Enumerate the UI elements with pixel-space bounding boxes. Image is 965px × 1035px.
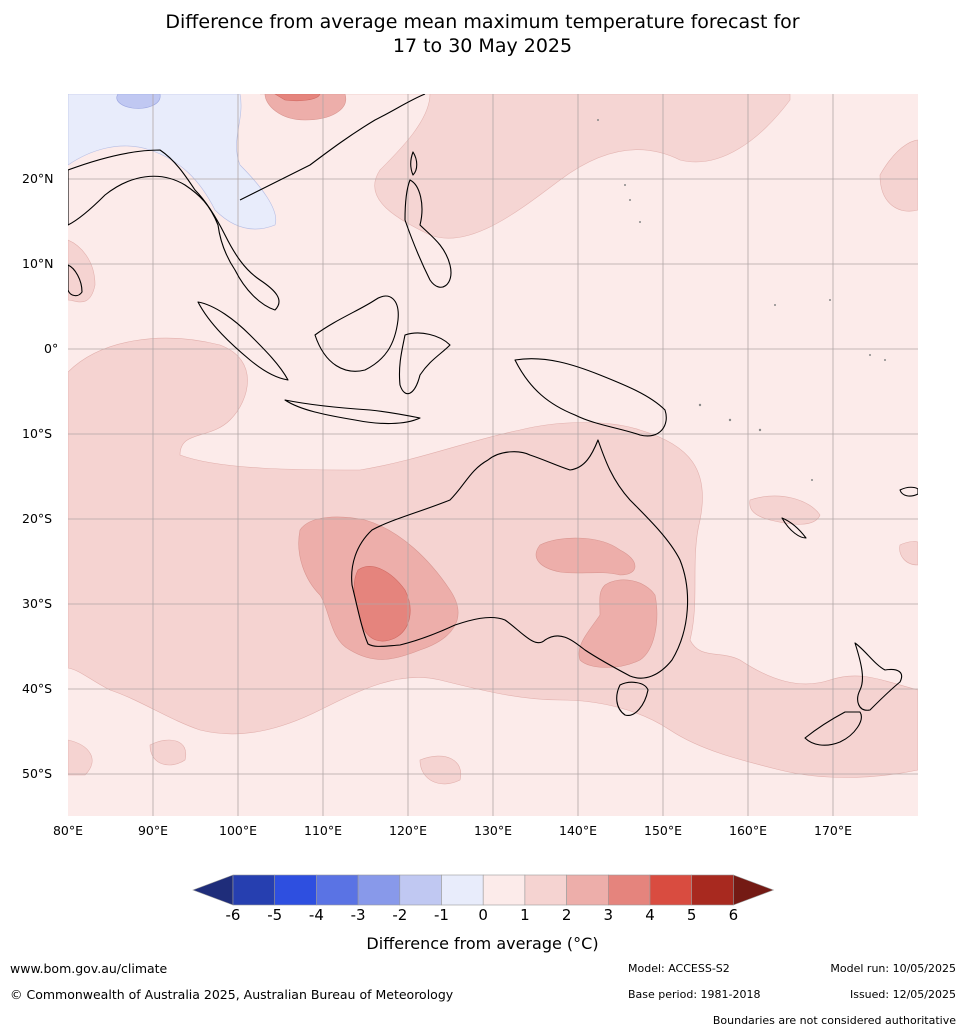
lon-label-110e: 110°E [303, 823, 343, 838]
base-period-text: Base period: 1981-2018 [628, 988, 761, 1001]
lon-label-120e: 120°E [388, 823, 428, 838]
lat-label-10n: 10°N [22, 256, 54, 271]
new-caledonia-coast [781, 517, 807, 539]
lat-label-50s: 50°S [22, 766, 53, 781]
map-title-line1: Difference from average mean maximum tem… [165, 11, 800, 33]
graticule [68, 94, 918, 816]
colour-bar-tick-label: -4 [308, 906, 324, 924]
disclaimer-text: Boundaries are not considered authoritat… [712, 1014, 956, 1027]
lon-label-170e: 170°E [813, 823, 853, 838]
java-coast [284, 399, 421, 425]
lon-label-100e: 100°E [218, 823, 258, 838]
lat-label-20n: 20°N [22, 171, 54, 186]
lon-label-90e: 90°E [137, 823, 169, 838]
colour-bar-tick-label: 4 [645, 906, 655, 924]
fiji-coast [899, 486, 918, 497]
colour-bar-tick-label: 1 [520, 906, 530, 924]
colour-bar-tick-label: 5 [686, 906, 697, 924]
sumatra-coast [197, 301, 289, 381]
colour-bar-cell [441, 874, 484, 906]
lon-label-140e: 140°E [558, 823, 598, 838]
lat-label-20s: 20°S [22, 511, 53, 526]
colour-bar-tick-label: 3 [603, 906, 614, 924]
lat-label-40s: 40°S [22, 681, 53, 696]
colour-bar-tick-label: 6 [728, 906, 739, 924]
lon-label-130e: 130°E [473, 823, 513, 838]
colour-bar-tick-label: 2 [561, 906, 572, 924]
australia-coast [351, 439, 689, 679]
colour-bar-cell [316, 874, 359, 906]
colour-bar-cell [399, 874, 442, 906]
philippines-coast [404, 179, 452, 288]
anomaly-zone-neg-1-0 [68, 94, 277, 230]
colour-bar-cell [649, 874, 693, 906]
model-text: Model: ACCESS-S2 [628, 962, 730, 975]
sri-lanka-coast [68, 264, 83, 297]
colour-bar-tick-label: -5 [267, 906, 283, 924]
colour-bar-cell [607, 874, 651, 906]
new-guinea-coast [514, 358, 667, 437]
sulawesi-coast [398, 332, 451, 395]
issued-text: Issued: 12/05/2025 [849, 988, 956, 1001]
minor-islands [597, 119, 886, 481]
colour-bar-cell [691, 874, 734, 906]
lat-label-10s: 10°S [22, 426, 53, 441]
colour-bar-label: Difference from average (°C) [366, 934, 599, 953]
website-link[interactable]: www.bom.gov.au/climate [10, 961, 168, 976]
lat-label-0: 0° [44, 341, 59, 356]
anomaly-zone-neg-2-1 [116, 94, 161, 109]
lon-label-150e: 150°E [643, 823, 683, 838]
china-coast [239, 94, 426, 201]
colour-bar-extend-low [192, 874, 234, 906]
model-run-text: Model run: 10/05/2025 [830, 962, 956, 975]
copyright-text: © Commonwealth of Australia 2025, Austra… [10, 987, 454, 1002]
borneo-coast [314, 295, 399, 372]
map-title-line2: 17 to 30 May 2025 [392, 35, 573, 57]
colour-bar-cell [232, 874, 276, 906]
colour-bar-tick-label: -6 [225, 906, 241, 924]
mainland-asia-coast [68, 149, 280, 311]
colour-bar-tick-label: 0 [478, 906, 488, 924]
colour-bar-tick-label: -3 [350, 906, 366, 924]
colour-bar-tick-label: -2 [392, 906, 408, 924]
lat-label-30s: 30°S [22, 596, 53, 611]
colour-bar-cell [274, 874, 317, 906]
new-zealand-coast [804, 642, 903, 746]
coastlines [68, 94, 918, 746]
lon-label-80e: 80°E [52, 823, 84, 838]
taiwan-coast [410, 151, 418, 176]
colour-bar-cell [357, 874, 401, 906]
colour-bar-cell [482, 874, 526, 906]
colour-bar-cell [566, 874, 609, 906]
colour-bar-extend-high [733, 874, 775, 906]
colour-bar-cell [524, 874, 567, 906]
tasmania-coast [616, 681, 649, 716]
colour-bar-tick-label: -1 [434, 906, 449, 924]
lon-label-160e: 160°E [728, 823, 768, 838]
